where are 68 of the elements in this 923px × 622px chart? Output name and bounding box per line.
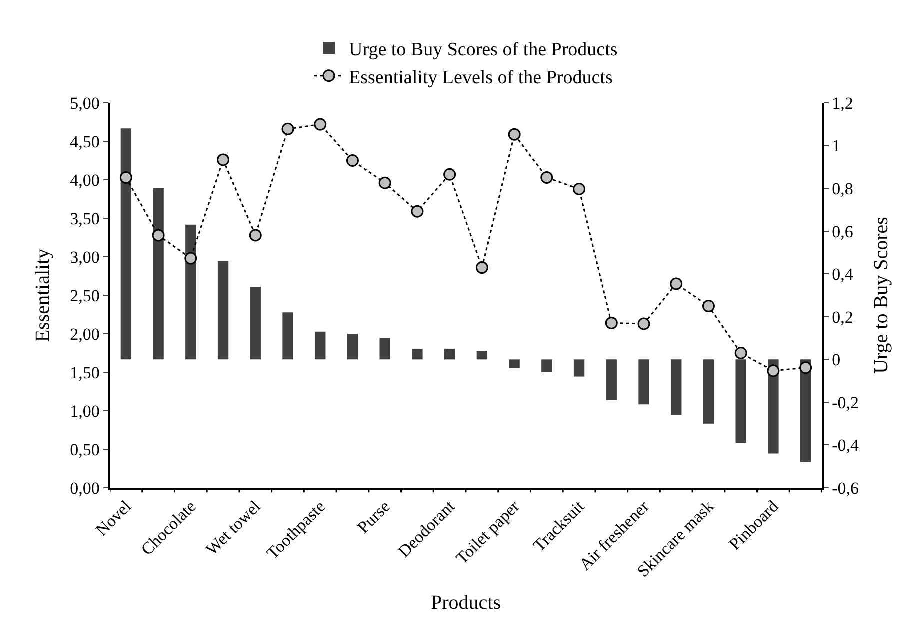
- bar: [509, 360, 520, 368]
- legend-label: Urge to Buy Scores of the Products: [349, 40, 618, 61]
- bar: [542, 360, 552, 372]
- point: [670, 278, 683, 290]
- point: [314, 118, 327, 131]
- bar: [703, 360, 714, 424]
- y-tick-label: 2,50: [70, 286, 100, 306]
- bar: [444, 348, 456, 360]
- bar: [282, 312, 294, 360]
- y-tick-label: 1,50: [70, 363, 100, 382]
- point: [282, 122, 294, 136]
- point: [411, 205, 424, 218]
- point: [217, 154, 230, 166]
- bar: [186, 224, 196, 360]
- y-tick-label: 3,50: [70, 209, 100, 228]
- y-tick-label: 4,00: [70, 170, 100, 190]
- point: [573, 182, 586, 196]
- y-tick-label: 4,50: [70, 132, 100, 152]
- point: [638, 318, 650, 330]
- bar: [606, 360, 617, 400]
- y2-tick-label: 0,4: [832, 265, 854, 284]
- point: [476, 262, 488, 274]
- bar: [380, 338, 390, 360]
- point: [767, 364, 780, 378]
- y2-tick-label: 0,8: [832, 180, 854, 199]
- point: [444, 168, 456, 181]
- bar: [671, 360, 682, 416]
- y2-tick-label: -0,6: [832, 478, 860, 498]
- y2-tick-label: 0,6: [832, 222, 854, 242]
- legend-label: Essentiality Levels of the Products: [349, 67, 613, 88]
- bar: [347, 334, 358, 360]
- bar: [153, 188, 164, 360]
- point: [152, 229, 165, 242]
- y2-tick-label: 0: [832, 350, 841, 370]
- bar: [218, 261, 229, 360]
- point: [800, 362, 812, 374]
- y2-tick-label: -0,2: [832, 393, 860, 412]
- bar: [315, 332, 326, 360]
- point: [184, 252, 198, 265]
- point: [249, 229, 262, 242]
- point: [540, 171, 554, 184]
- bar: [412, 348, 423, 360]
- y-tick-label: 5,00: [70, 94, 100, 113]
- point: [508, 128, 521, 141]
- y2-tick-label: 1,2: [832, 94, 854, 113]
- point: [734, 347, 748, 360]
- bar: [120, 128, 132, 360]
- y2-axis-title: Urge to Buy Scores: [870, 216, 893, 374]
- bar: [250, 286, 261, 360]
- y-tick-label: 1,00: [70, 402, 100, 421]
- bar: [638, 360, 650, 405]
- y-tick-label: 2,00: [70, 324, 100, 344]
- bar: [736, 360, 746, 444]
- y2-tick-label: -0,4: [832, 436, 860, 456]
- point: [702, 300, 715, 313]
- y-tick-label: 3,00: [70, 248, 100, 267]
- y2-tick-label: 0,2: [832, 308, 854, 327]
- x-axis-title: Products: [431, 592, 502, 614]
- y-tick-label: 0,50: [70, 440, 100, 460]
- y-tick-label: 0,00: [70, 478, 100, 498]
- y2-tick-label: 1: [832, 136, 841, 156]
- point: [605, 316, 618, 330]
- bar: [476, 351, 488, 360]
- point: [346, 154, 359, 167]
- y-axis-title: Essentiality: [32, 248, 54, 342]
- point: [378, 176, 392, 190]
- bar: [574, 360, 585, 377]
- point: [120, 171, 132, 184]
